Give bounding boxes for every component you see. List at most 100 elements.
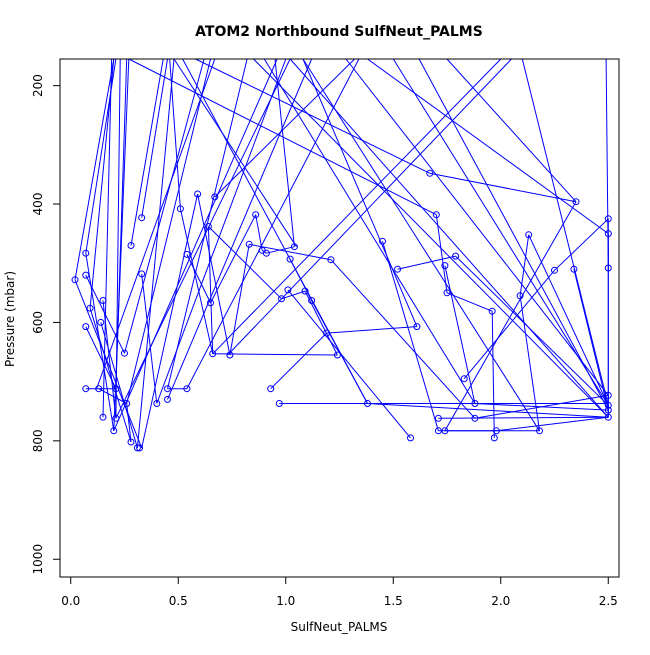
data-point bbox=[379, 237, 386, 245]
series-line-segment bbox=[85, 326, 117, 389]
series-line-segment bbox=[102, 58, 113, 418]
series-line-segment bbox=[212, 353, 338, 356]
plot-frame bbox=[59, 58, 620, 578]
series-line-segment bbox=[266, 246, 295, 254]
series-line-segment bbox=[74, 279, 143, 449]
series-line-segment bbox=[304, 290, 338, 356]
data-point bbox=[207, 299, 214, 307]
series-line-segment bbox=[429, 172, 577, 203]
series-line-segment bbox=[182, 58, 368, 404]
series-line-segment bbox=[281, 290, 306, 300]
data-point bbox=[183, 250, 191, 258]
y-axis-label: Pressure (mbar) bbox=[3, 271, 17, 367]
series-line-segment bbox=[186, 58, 360, 389]
series-line-segment bbox=[573, 269, 609, 411]
data-point bbox=[323, 329, 331, 337]
series-line-segment bbox=[197, 193, 231, 356]
data-point bbox=[286, 255, 294, 263]
y-tick-label: 1000 bbox=[31, 544, 45, 575]
series-line-segment bbox=[74, 58, 115, 280]
data-point bbox=[284, 286, 292, 294]
data-point bbox=[99, 297, 107, 304]
series-line-segment bbox=[141, 273, 158, 404]
chart-title: ATOM2 Northbound SulfNeut_PALMS bbox=[195, 24, 483, 40]
data-point bbox=[209, 350, 217, 358]
data-point bbox=[572, 198, 580, 206]
data-point bbox=[252, 211, 260, 219]
data-point bbox=[290, 243, 298, 251]
data-point bbox=[570, 265, 578, 273]
series-line-segment bbox=[519, 234, 530, 296]
data-point bbox=[82, 271, 90, 279]
series-line-segment bbox=[124, 58, 205, 354]
series-line-segment bbox=[274, 58, 295, 247]
data-point bbox=[136, 444, 144, 452]
data-point bbox=[407, 434, 414, 442]
series-line-segment bbox=[173, 58, 297, 247]
series-line-segment bbox=[229, 244, 250, 356]
data-point bbox=[176, 205, 184, 213]
data-point bbox=[471, 414, 479, 422]
series-line-segment bbox=[113, 58, 130, 431]
data-point bbox=[204, 223, 212, 230]
data-point bbox=[164, 395, 171, 403]
data-point bbox=[536, 427, 543, 435]
data-point bbox=[262, 249, 270, 257]
series-line-segment bbox=[214, 58, 355, 198]
data-point bbox=[164, 385, 171, 393]
series-line-segment bbox=[444, 265, 476, 404]
data-point bbox=[138, 214, 146, 222]
data-point bbox=[441, 262, 449, 270]
data-point bbox=[153, 400, 161, 407]
series-line-segment bbox=[85, 253, 115, 431]
data-point bbox=[226, 351, 234, 359]
series-line-segment bbox=[521, 58, 609, 406]
series-line-segment bbox=[446, 58, 577, 203]
series-line-segment bbox=[100, 322, 138, 449]
series-line-segment bbox=[212, 58, 502, 355]
series-line-segment bbox=[179, 208, 214, 354]
series-line-segment bbox=[113, 58, 278, 432]
series-line-segment bbox=[287, 289, 411, 439]
series-line-segment bbox=[397, 255, 456, 270]
series-line-segment bbox=[326, 326, 417, 334]
series-line-segment bbox=[528, 234, 609, 406]
data-point bbox=[275, 400, 283, 407]
data-point bbox=[364, 400, 371, 407]
series-line-segment bbox=[435, 214, 448, 293]
data-point bbox=[71, 276, 79, 284]
series-line-segment bbox=[115, 58, 291, 419]
series-line-segment bbox=[261, 249, 267, 254]
series-line-segment bbox=[141, 193, 199, 449]
data-point bbox=[432, 211, 440, 219]
data-point bbox=[604, 230, 612, 238]
y-tick-label: 200 bbox=[31, 74, 45, 97]
data-point bbox=[488, 307, 496, 315]
data-point bbox=[426, 169, 434, 177]
series-line-segment bbox=[130, 58, 164, 246]
data-point bbox=[194, 190, 202, 198]
x-tick-label: 1.5 bbox=[384, 594, 403, 608]
series-line-segment bbox=[195, 58, 431, 174]
data-point bbox=[490, 434, 498, 442]
data-point bbox=[471, 400, 479, 407]
data-point bbox=[434, 414, 442, 422]
data-point bbox=[308, 297, 316, 304]
series-line-segment bbox=[463, 269, 555, 380]
data-point bbox=[121, 349, 128, 357]
data-point bbox=[82, 249, 90, 257]
series-line-segment bbox=[491, 311, 495, 438]
data-point bbox=[492, 427, 500, 435]
data-point bbox=[327, 256, 335, 264]
series-line-segment bbox=[89, 58, 115, 309]
series-line-segment bbox=[255, 214, 263, 251]
series-line-segment bbox=[96, 58, 216, 389]
data-point bbox=[604, 406, 612, 414]
data-point bbox=[441, 427, 449, 435]
series-line-segment bbox=[392, 58, 609, 406]
data-point bbox=[133, 444, 141, 452]
x-axis-label: SulfNeut_PALMS bbox=[291, 620, 388, 634]
series-line-segment bbox=[382, 241, 439, 431]
series-lines bbox=[74, 58, 609, 449]
